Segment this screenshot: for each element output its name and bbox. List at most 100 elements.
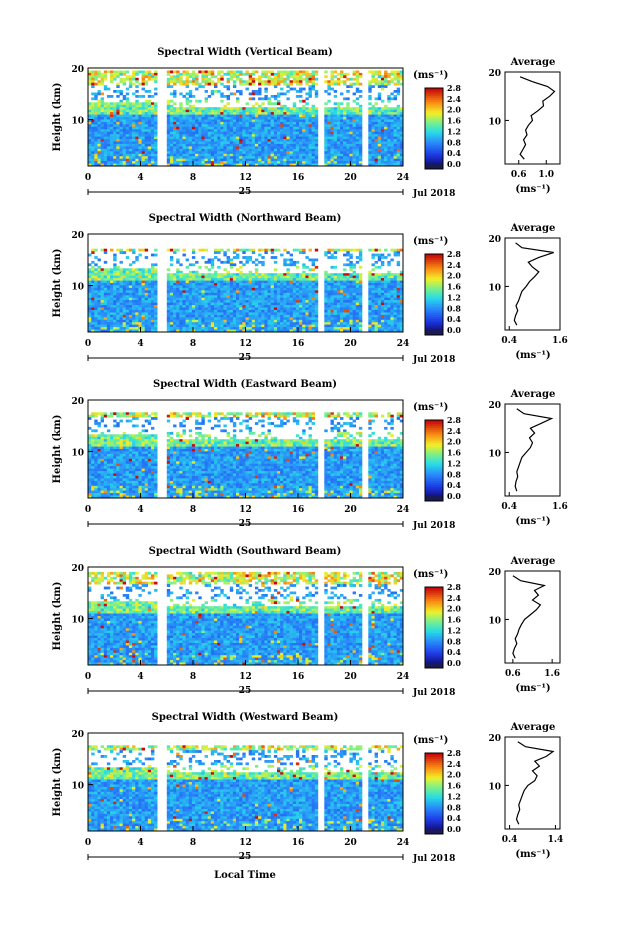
heatmap-cell — [270, 290, 275, 294]
heatmap-cell — [94, 109, 98, 113]
heatmap-cell — [132, 75, 136, 79]
heatmap-cell — [248, 124, 253, 128]
heatmap-cell — [346, 136, 350, 140]
heatmap-cell — [88, 158, 92, 162]
heatmap-cell — [390, 302, 394, 306]
heatmap-cell — [368, 102, 372, 106]
heatmap-cell — [198, 287, 202, 291]
heatmap-cell — [393, 307, 397, 311]
heatmap-cell — [236, 158, 240, 162]
heatmap-cell — [289, 82, 293, 86]
heatmap-cell — [91, 107, 95, 110]
heatmap-cell — [242, 139, 246, 142]
heatmap-cell — [358, 292, 363, 296]
heatmap-cell — [267, 136, 271, 140]
heatmap-cell — [305, 283, 309, 286]
heatmap-cell — [217, 141, 221, 145]
heatmap-cell — [223, 124, 227, 128]
heatmap-cell — [166, 300, 171, 303]
heatmap-cell — [393, 153, 397, 157]
heatmap-cell — [349, 143, 353, 147]
heatmap-cell — [254, 143, 259, 147]
heatmap-cell — [327, 300, 331, 303]
heatmap-cell — [399, 146, 404, 150]
heatmap-cell — [103, 275, 108, 279]
heatmap-cell — [327, 251, 331, 254]
heatmap-cell — [355, 278, 360, 281]
heatmap-cell — [384, 112, 388, 115]
heatmap-cell — [191, 158, 196, 162]
colorbar-segment — [425, 127, 443, 131]
heatmap-cell — [299, 80, 303, 84]
heatmap-cell — [198, 117, 202, 120]
heatmap-cell — [396, 104, 401, 108]
heatmap-cell — [220, 305, 224, 308]
heatmap-cell — [336, 307, 341, 311]
heatmap-cell — [277, 283, 281, 286]
heatmap-cell — [217, 72, 221, 76]
heatmap-cell — [327, 283, 331, 286]
heatmap-cell — [387, 312, 391, 316]
heatmap-cell — [289, 141, 293, 145]
heatmap-cell — [349, 77, 353, 81]
heatmap-cell — [302, 139, 306, 142]
heatmap-cell — [371, 290, 375, 294]
heatmap-cell — [283, 104, 287, 108]
heatmap-cell — [141, 119, 145, 123]
heatmap-cell — [226, 139, 230, 142]
heatmap-cell — [393, 77, 397, 81]
heatmap-cell — [349, 253, 353, 257]
heatmap-cell — [390, 290, 394, 294]
heatmap-cell — [188, 90, 193, 93]
heatmap-cell — [327, 126, 331, 130]
heatmap-cell — [299, 273, 303, 276]
heatmap-cell — [289, 278, 293, 281]
heatmap-cell — [295, 248, 300, 252]
heatmap-cell — [100, 119, 104, 123]
heatmap-cell — [384, 109, 388, 113]
heatmap-cell — [217, 107, 221, 110]
heatmap-cell — [188, 307, 193, 311]
heatmap-cell — [368, 126, 372, 130]
heatmap-cell — [368, 131, 372, 135]
heatmap-cell — [327, 285, 331, 289]
heatmap-cell — [396, 275, 401, 279]
heatmap-cell — [110, 156, 114, 159]
heatmap-cell — [355, 107, 360, 110]
heatmap-cell — [223, 112, 227, 115]
heatmap-cell — [374, 275, 378, 279]
heatmap-cell — [358, 129, 363, 133]
heatmap-cell — [201, 131, 205, 135]
heatmap-cell — [113, 161, 117, 164]
heatmap-cell — [305, 112, 309, 115]
heatmap-cell — [352, 129, 356, 133]
heatmap-cell — [396, 278, 401, 281]
heatmap-cell — [396, 263, 401, 267]
heatmap-cell — [204, 297, 208, 301]
heatmap-cell — [333, 90, 338, 93]
heatmap-cell — [355, 248, 360, 252]
heatmap-cell — [173, 300, 177, 303]
heatmap-cell — [333, 292, 338, 296]
heatmap-cell — [311, 114, 315, 118]
heatmap-cell — [302, 295, 306, 299]
heatmap-cell — [214, 90, 218, 93]
heatmap-cell — [299, 300, 303, 303]
heatmap-cell — [251, 70, 256, 74]
heatmap-cell — [305, 163, 309, 167]
heatmap-cell — [380, 99, 385, 103]
heatmap-cell — [311, 82, 315, 86]
heatmap-cell — [330, 153, 334, 157]
heatmap-cell — [346, 163, 350, 167]
heatmap-cell — [393, 107, 397, 110]
heatmap-cell — [141, 117, 145, 120]
heatmap-cell — [314, 258, 319, 262]
heatmap-cell — [97, 258, 101, 262]
heatmap-cell — [91, 158, 95, 162]
heatmap-cell — [132, 146, 136, 150]
heatmap-cell — [305, 97, 309, 101]
heatmap-cell — [280, 114, 284, 118]
heatmap-cell — [254, 156, 259, 159]
heatmap-cell — [343, 107, 347, 110]
heatmap-cell — [138, 312, 142, 316]
